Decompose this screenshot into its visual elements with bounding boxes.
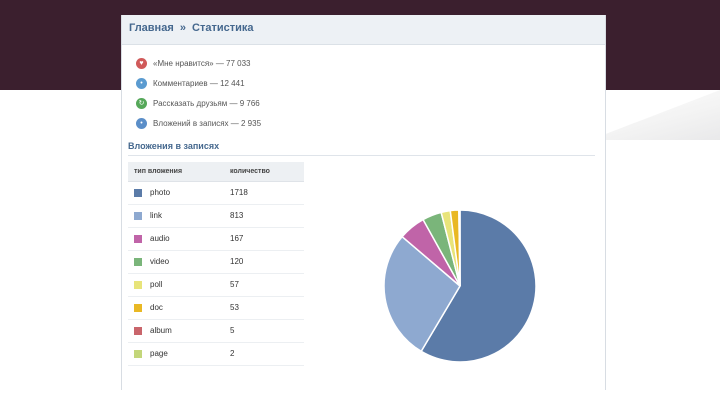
table-row: video 120 bbox=[128, 250, 304, 274]
table-row: doc 53 bbox=[128, 296, 304, 320]
attachment-type-label: audio bbox=[150, 234, 170, 243]
comment-icon: • bbox=[136, 77, 147, 89]
cell-count: 53 bbox=[224, 296, 304, 320]
breadcrumb-current: Статистика bbox=[192, 22, 254, 34]
stat-likes: ♥ «Мне нравится» — 77 033 bbox=[136, 53, 605, 73]
stat-text: Вложений в записях — 2 935 bbox=[153, 118, 262, 128]
cell-count: 2 bbox=[224, 342, 304, 366]
cell-type: album bbox=[128, 319, 224, 343]
stat-text: «Мне нравится» — 77 033 bbox=[153, 58, 251, 68]
share-icon: ↻ bbox=[136, 97, 147, 109]
attachment-type-label: doc bbox=[150, 303, 163, 312]
attachment-type-label: page bbox=[150, 349, 168, 358]
pie-chart-svg bbox=[383, 209, 537, 363]
stats-summary: ♥ «Мне нравится» — 77 033 • Комментариев… bbox=[122, 45, 605, 133]
pie-slice-link bbox=[383, 235, 461, 353]
cell-type: poll bbox=[128, 273, 224, 297]
attachment-type-label: photo bbox=[150, 188, 171, 197]
table-row: link 813 bbox=[128, 204, 304, 228]
column-header-count: количество bbox=[224, 162, 304, 182]
cell-count: 120 bbox=[224, 250, 304, 274]
cell-type: page bbox=[128, 342, 224, 366]
attachment-type-label: album bbox=[150, 326, 172, 335]
legend-swatch bbox=[134, 211, 142, 220]
cell-type: link bbox=[128, 204, 224, 228]
table-row: page 2 bbox=[128, 342, 304, 366]
background-diagonal bbox=[590, 90, 720, 140]
cell-type: audio bbox=[128, 227, 224, 251]
legend-swatch bbox=[134, 234, 142, 243]
stat-text: Рассказать друзьям — 9 766 bbox=[153, 98, 260, 108]
breadcrumb-separator: » bbox=[179, 22, 186, 34]
table-row: photo 1718 bbox=[128, 181, 304, 205]
breadcrumb-home-link[interactable]: Главная bbox=[129, 22, 174, 34]
table-row: album 5 bbox=[128, 319, 304, 343]
table-row: poll 57 bbox=[128, 273, 304, 297]
stat-text: Комментариев — 12 441 bbox=[153, 78, 245, 88]
stats-panel: Главная » Статистика ♥ «Мне нравится» — … bbox=[121, 15, 606, 390]
cell-count: 5 bbox=[224, 319, 304, 343]
legend-swatch bbox=[134, 326, 142, 335]
section-title: Вложения в записях bbox=[128, 141, 595, 156]
breadcrumb: Главная » Статистика bbox=[122, 15, 605, 45]
pie-slice-photo bbox=[420, 209, 537, 363]
attachments-table: тип вложения количество photo 1718 link 813… bbox=[128, 162, 304, 366]
cell-count: 167 bbox=[224, 227, 304, 251]
cell-count: 813 bbox=[224, 204, 304, 228]
attachment-type-label: link bbox=[150, 211, 163, 220]
pie-chart bbox=[383, 190, 544, 370]
stat-comments: • Комментариев — 12 441 bbox=[136, 73, 605, 93]
cell-type: photo bbox=[128, 181, 224, 205]
cell-type: video bbox=[128, 250, 224, 274]
stat-shares: ↻ Рассказать друзьям — 9 766 bbox=[136, 93, 605, 113]
legend-swatch bbox=[134, 303, 142, 312]
attachment-type-label: poll bbox=[150, 280, 163, 289]
cell-count: 1718 bbox=[224, 181, 304, 205]
legend-swatch bbox=[134, 257, 142, 266]
attachment-icon: • bbox=[136, 117, 147, 129]
stat-attachments: • Вложений в записях — 2 935 bbox=[136, 113, 605, 133]
attachment-type-label: video bbox=[150, 257, 170, 266]
cell-type: doc bbox=[128, 296, 224, 320]
cell-count: 57 bbox=[224, 273, 304, 297]
legend-swatch bbox=[134, 349, 142, 358]
column-header-type: тип вложения bbox=[128, 162, 224, 182]
legend-swatch bbox=[134, 280, 142, 289]
table-header-row: тип вложения количество bbox=[128, 162, 304, 182]
legend-swatch bbox=[134, 188, 142, 197]
heart-icon: ♥ bbox=[136, 57, 147, 69]
table-row: audio 167 bbox=[128, 227, 304, 251]
